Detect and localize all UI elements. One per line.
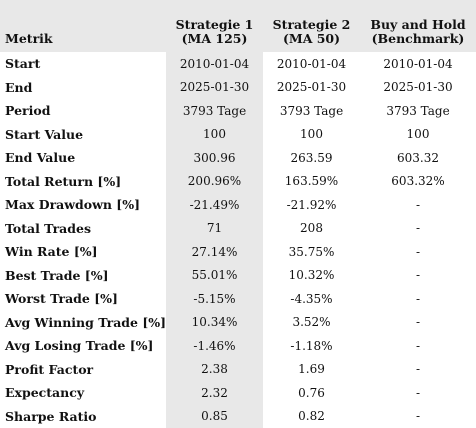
strategy-1-value: -21.49% xyxy=(166,193,263,217)
strategy-1-value: 3793 Tage xyxy=(166,99,263,123)
buy-and-hold-value: 2010-01-04 xyxy=(360,52,476,76)
strategy-1-value: 0.85 xyxy=(166,405,263,428)
table-row: End Value 300.96 263.59 603.32 xyxy=(0,146,476,170)
table-row: Sharpe Ratio 0.85 0.82 - xyxy=(0,405,476,428)
header-strategy-1-subtitle: (MA 125) xyxy=(168,32,261,46)
table-row: Total Return [%] 200.96% 163.59% 603.32% xyxy=(0,170,476,194)
header-metric: Metrik xyxy=(0,0,166,52)
table-row: Profit Factor 2.38 1.69 - xyxy=(0,358,476,382)
strategy-2-value: 163.59% xyxy=(263,170,360,194)
buy-and-hold-value: - xyxy=(360,287,476,311)
buy-and-hold-value: 603.32 xyxy=(360,146,476,170)
metric-name: Sharpe Ratio xyxy=(0,405,166,428)
strategy-1-value: 300.96 xyxy=(166,146,263,170)
table-row: Expectancy 2.32 0.76 - xyxy=(0,381,476,405)
strategy-1-value: 2.32 xyxy=(166,381,263,405)
metric-name: Worst Trade [%] xyxy=(0,287,166,311)
strategy-2-value: 2025-01-30 xyxy=(263,76,360,100)
metric-name: Expectancy xyxy=(0,381,166,405)
strategy-2-value: 100 xyxy=(263,123,360,147)
buy-and-hold-value: 2025-01-30 xyxy=(360,76,476,100)
strategy-2-value: 1.69 xyxy=(263,358,360,382)
metric-name: Win Rate [%] xyxy=(0,240,166,264)
buy-and-hold-value: 100 xyxy=(360,123,476,147)
strategy-1-value: 100 xyxy=(166,123,263,147)
header-strategy-1: Strategie 1 (MA 125) xyxy=(166,0,263,52)
strategy-1-value: -5.15% xyxy=(166,287,263,311)
metric-name: Start Value xyxy=(0,123,166,147)
strategy-2-value: -4.35% xyxy=(263,287,360,311)
metric-name: Period xyxy=(0,99,166,123)
table-row: End 2025-01-30 2025-01-30 2025-01-30 xyxy=(0,76,476,100)
metric-name: End Value xyxy=(0,146,166,170)
strategy-1-value: 200.96% xyxy=(166,170,263,194)
strategy-2-value: 10.32% xyxy=(263,264,360,288)
strategy-1-value: 10.34% xyxy=(166,311,263,335)
header-buy-and-hold: Buy and Hold (Benchmark) xyxy=(360,0,476,52)
buy-and-hold-value: 3793 Tage xyxy=(360,99,476,123)
buy-and-hold-value: - xyxy=(360,405,476,428)
metric-name: Total Return [%] xyxy=(0,170,166,194)
metric-name: End xyxy=(0,76,166,100)
strategy-1-value: 55.01% xyxy=(166,264,263,288)
header-buy-and-hold-subtitle: (Benchmark) xyxy=(362,32,474,46)
table-row: Win Rate [%] 27.14% 35.75% - xyxy=(0,240,476,264)
strategy-2-value: 2010-01-04 xyxy=(263,52,360,76)
metric-name: Profit Factor xyxy=(0,358,166,382)
buy-and-hold-value: - xyxy=(360,240,476,264)
table-row: Max Drawdown [%] -21.49% -21.92% - xyxy=(0,193,476,217)
header-buy-and-hold-title: Buy and Hold xyxy=(362,18,474,32)
header-strategy-2-title: Strategie 2 xyxy=(265,18,358,32)
strategy-2-value: 263.59 xyxy=(263,146,360,170)
table-row: Worst Trade [%] -5.15% -4.35% - xyxy=(0,287,476,311)
strategy-2-value: -1.18% xyxy=(263,334,360,358)
table-row: Best Trade [%] 55.01% 10.32% - xyxy=(0,264,476,288)
metric-name: Total Trades xyxy=(0,217,166,241)
buy-and-hold-value: - xyxy=(360,358,476,382)
strategy-1-value: 71 xyxy=(166,217,263,241)
strategy-2-value: 208 xyxy=(263,217,360,241)
header-strategy-2-subtitle: (MA 50) xyxy=(265,32,358,46)
strategy-2-value: 3793 Tage xyxy=(263,99,360,123)
buy-and-hold-value: - xyxy=(360,264,476,288)
table-row: Start Value 100 100 100 xyxy=(0,123,476,147)
strategy-2-value: 0.76 xyxy=(263,381,360,405)
strategy-1-value: 27.14% xyxy=(166,240,263,264)
metric-name: Best Trade [%] xyxy=(0,264,166,288)
buy-and-hold-value: - xyxy=(360,217,476,241)
metric-name: Start xyxy=(0,52,166,76)
table-row: Avg Winning Trade [%] 10.34% 3.52% - xyxy=(0,311,476,335)
buy-and-hold-value: - xyxy=(360,381,476,405)
table-row: Avg Losing Trade [%] -1.46% -1.18% - xyxy=(0,334,476,358)
strategy-1-value: 2025-01-30 xyxy=(166,76,263,100)
strategy-1-value: 2.38 xyxy=(166,358,263,382)
strategy-2-value: 0.82 xyxy=(263,405,360,428)
strategy-2-value: -21.92% xyxy=(263,193,360,217)
table-row: Period 3793 Tage 3793 Tage 3793 Tage xyxy=(0,99,476,123)
strategy-2-value: 3.52% xyxy=(263,311,360,335)
buy-and-hold-value: - xyxy=(360,311,476,335)
header-row: Metrik Strategie 1 (MA 125) Strategie 2 … xyxy=(0,0,476,52)
strategy-2-value: 35.75% xyxy=(263,240,360,264)
table-header: Metrik Strategie 1 (MA 125) Strategie 2 … xyxy=(0,0,476,52)
metric-name: Max Drawdown [%] xyxy=(0,193,166,217)
metric-name: Avg Winning Trade [%] xyxy=(0,311,166,335)
buy-and-hold-value: - xyxy=(360,193,476,217)
table-row: Total Trades 71 208 - xyxy=(0,217,476,241)
table-row: Start 2010-01-04 2010-01-04 2010-01-04 xyxy=(0,52,476,76)
table-body: Start 2010-01-04 2010-01-04 2010-01-04 E… xyxy=(0,52,476,428)
header-strategy-1-title: Strategie 1 xyxy=(168,18,261,32)
strategy-1-value: -1.46% xyxy=(166,334,263,358)
metric-name: Avg Losing Trade [%] xyxy=(0,334,166,358)
buy-and-hold-value: - xyxy=(360,334,476,358)
strategy-1-value: 2010-01-04 xyxy=(166,52,263,76)
header-strategy-2: Strategie 2 (MA 50) xyxy=(263,0,360,52)
buy-and-hold-value: 603.32% xyxy=(360,170,476,194)
